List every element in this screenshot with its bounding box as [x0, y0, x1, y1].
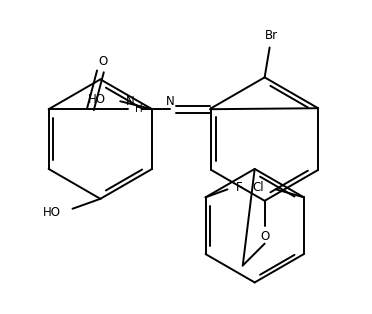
Text: N: N	[126, 95, 135, 108]
Text: H: H	[135, 104, 143, 114]
Text: HO: HO	[88, 93, 106, 106]
Text: Br: Br	[265, 29, 278, 42]
Text: O: O	[260, 230, 269, 243]
Text: Cl: Cl	[252, 181, 264, 194]
Text: HO: HO	[42, 206, 61, 219]
Text: N: N	[166, 95, 174, 108]
Text: O: O	[99, 55, 108, 68]
Text: F: F	[235, 181, 242, 194]
